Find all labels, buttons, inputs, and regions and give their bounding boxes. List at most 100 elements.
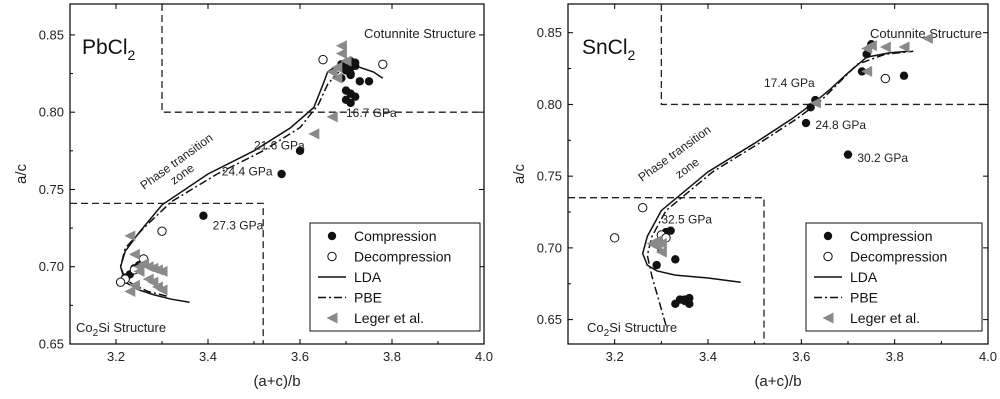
x-tick-label: 3.8: [383, 349, 401, 364]
legend-marker: [822, 312, 834, 324]
y-tick-label: 0.80: [537, 97, 562, 112]
data-point-compression: [295, 146, 305, 156]
data-point-compression: [666, 226, 675, 235]
legend-label: Leger et al.: [850, 310, 920, 326]
chart-title: PbCl2: [82, 36, 136, 63]
cotunnite-boundary: [161, 4, 484, 113]
x-tick-label: 3.6: [291, 349, 309, 364]
x-axis-label: (a+c)/b: [754, 373, 801, 390]
data-point-compression: [199, 211, 208, 220]
chart-title: SnCl2: [582, 36, 636, 63]
legend-marker: [823, 251, 833, 262]
y-tick-label: 0.85: [39, 27, 64, 42]
cotunnite-boundary: [660, 4, 988, 106]
pressure-annotation: 32.5 GPa: [661, 212, 712, 226]
plot-frame: [69, 3, 485, 345]
data-point-leger-et-al-: [308, 128, 320, 140]
y-axis-label: a/c: [13, 163, 30, 184]
legend-marker: [327, 231, 337, 241]
data-point-leger-et-al-: [865, 40, 877, 52]
pressure-annotation: 21.6 GPa: [254, 138, 305, 152]
phase-transition-label: Phase transition: [636, 123, 714, 185]
data-point-leger-et-al-: [879, 41, 891, 53]
data-point-compression: [671, 255, 680, 264]
legend-label: Compression: [354, 228, 436, 244]
series-line-pbe: [119, 66, 360, 297]
cotunnite-region-label: Cotunnite Structure: [870, 26, 982, 41]
data-point-leger-et-al-: [128, 248, 140, 260]
data-point-decompression: [318, 54, 328, 65]
co2si-region-label: Co2Si Structure: [76, 320, 166, 339]
data-point-leger-et-al-: [331, 72, 343, 84]
y-tick-label: 0.70: [39, 259, 64, 274]
x-tick-label: 3.4: [199, 349, 217, 364]
legend-label: LDA: [850, 269, 878, 285]
data-point-leger-et-al-: [861, 65, 873, 77]
x-tick-label: 3.6: [792, 349, 810, 364]
legend-marker: [326, 312, 338, 324]
data-point-compression: [346, 70, 355, 80]
data-point-compression: [899, 71, 909, 80]
x-tick-label: 3.2: [606, 349, 624, 364]
x-tick-label: 4.0: [475, 349, 493, 364]
y-tick-label: 0.80: [39, 105, 64, 120]
chart-panel-2: 3.2 3.4 3.6 3.8 4.0 0.65 0.70 0.75 0.80 0.85 (a+c)…: [511, 3, 997, 390]
cotunnite-region-label: Cotunnite Structure: [364, 26, 476, 41]
y-tick-label: 0.75: [39, 182, 64, 197]
y-axis-label: a/c: [511, 163, 528, 184]
data-point-leger-et-al-: [147, 276, 159, 288]
pressure-annotation: 24.8 GPa: [815, 118, 866, 132]
y-tick-label: 0.65: [537, 312, 562, 327]
legend: Compression Decompression LDA PBE Leger et a…: [805, 222, 983, 332]
plot-frame: [567, 3, 989, 345]
data-point-leger-et-al-: [335, 47, 347, 59]
data-point-compression: [351, 61, 360, 71]
legend-label: Decompression: [354, 249, 451, 265]
y-tick-label: 0.70: [537, 240, 562, 255]
data-point-leger-et-al-: [326, 66, 338, 78]
y-tick-label: 0.75: [537, 169, 562, 184]
data-point-leger-et-al-: [655, 246, 667, 258]
data-point-decompression: [609, 233, 620, 243]
x-tick-label: 3.4: [699, 349, 717, 364]
x-tick-label: 3.2: [107, 349, 125, 364]
data-point-decompression: [880, 73, 891, 84]
data-point-leger-et-al-: [124, 230, 136, 242]
data-point-leger-et-al-: [133, 265, 145, 277]
legend-label: PBE: [850, 290, 878, 306]
data-point-leger-et-al-: [809, 97, 821, 109]
data-point-compression: [652, 260, 661, 270]
y-tick-label: 0.65: [39, 337, 64, 352]
data-point-leger-et-al-: [335, 40, 347, 52]
pressure-annotation: 16.7 GPa: [346, 106, 397, 120]
data-point-compression: [801, 118, 811, 128]
data-point-compression: [355, 77, 364, 86]
y-tick-label: 0.85: [537, 25, 562, 40]
x-axis-label: (a+c)/b: [253, 373, 300, 390]
data-point-leger-et-al-: [921, 32, 933, 44]
legend-marker: [823, 231, 833, 241]
data-point-leger-et-al-: [128, 279, 140, 291]
legend-label: PBE: [354, 290, 382, 306]
pressure-annotation: 27.3 GPa: [213, 219, 264, 233]
data-point-leger-et-al-: [340, 55, 352, 67]
legend-label: LDA: [354, 269, 382, 285]
pressure-annotation: 24.4 GPa: [222, 165, 273, 179]
data-point-compression: [685, 293, 694, 303]
data-point-compression: [806, 103, 815, 112]
data-point-decompression: [115, 277, 126, 287]
data-point-decompression: [378, 59, 388, 69]
data-point-compression: [364, 77, 374, 86]
data-point-compression: [351, 92, 360, 101]
co2si-region-label: Co2Si Structure: [587, 320, 677, 339]
x-tick-label: 3.8: [886, 349, 904, 364]
data-point-leger-et-al-: [326, 111, 338, 123]
legend-label: Leger et al.: [354, 310, 424, 326]
data-point-compression: [685, 299, 694, 309]
data-point-compression: [277, 169, 286, 179]
data-point-leger-et-al-: [156, 284, 168, 296]
series-line-pbe: [646, 50, 914, 326]
data-point-leger-et-al-: [124, 285, 136, 297]
co2si-boundary: [70, 202, 264, 344]
chart-panel-1: 3.2 3.4 3.6 3.8 4.0 0.65 0.70 0.75 0.80 0.85 (a+c)…: [13, 3, 493, 390]
